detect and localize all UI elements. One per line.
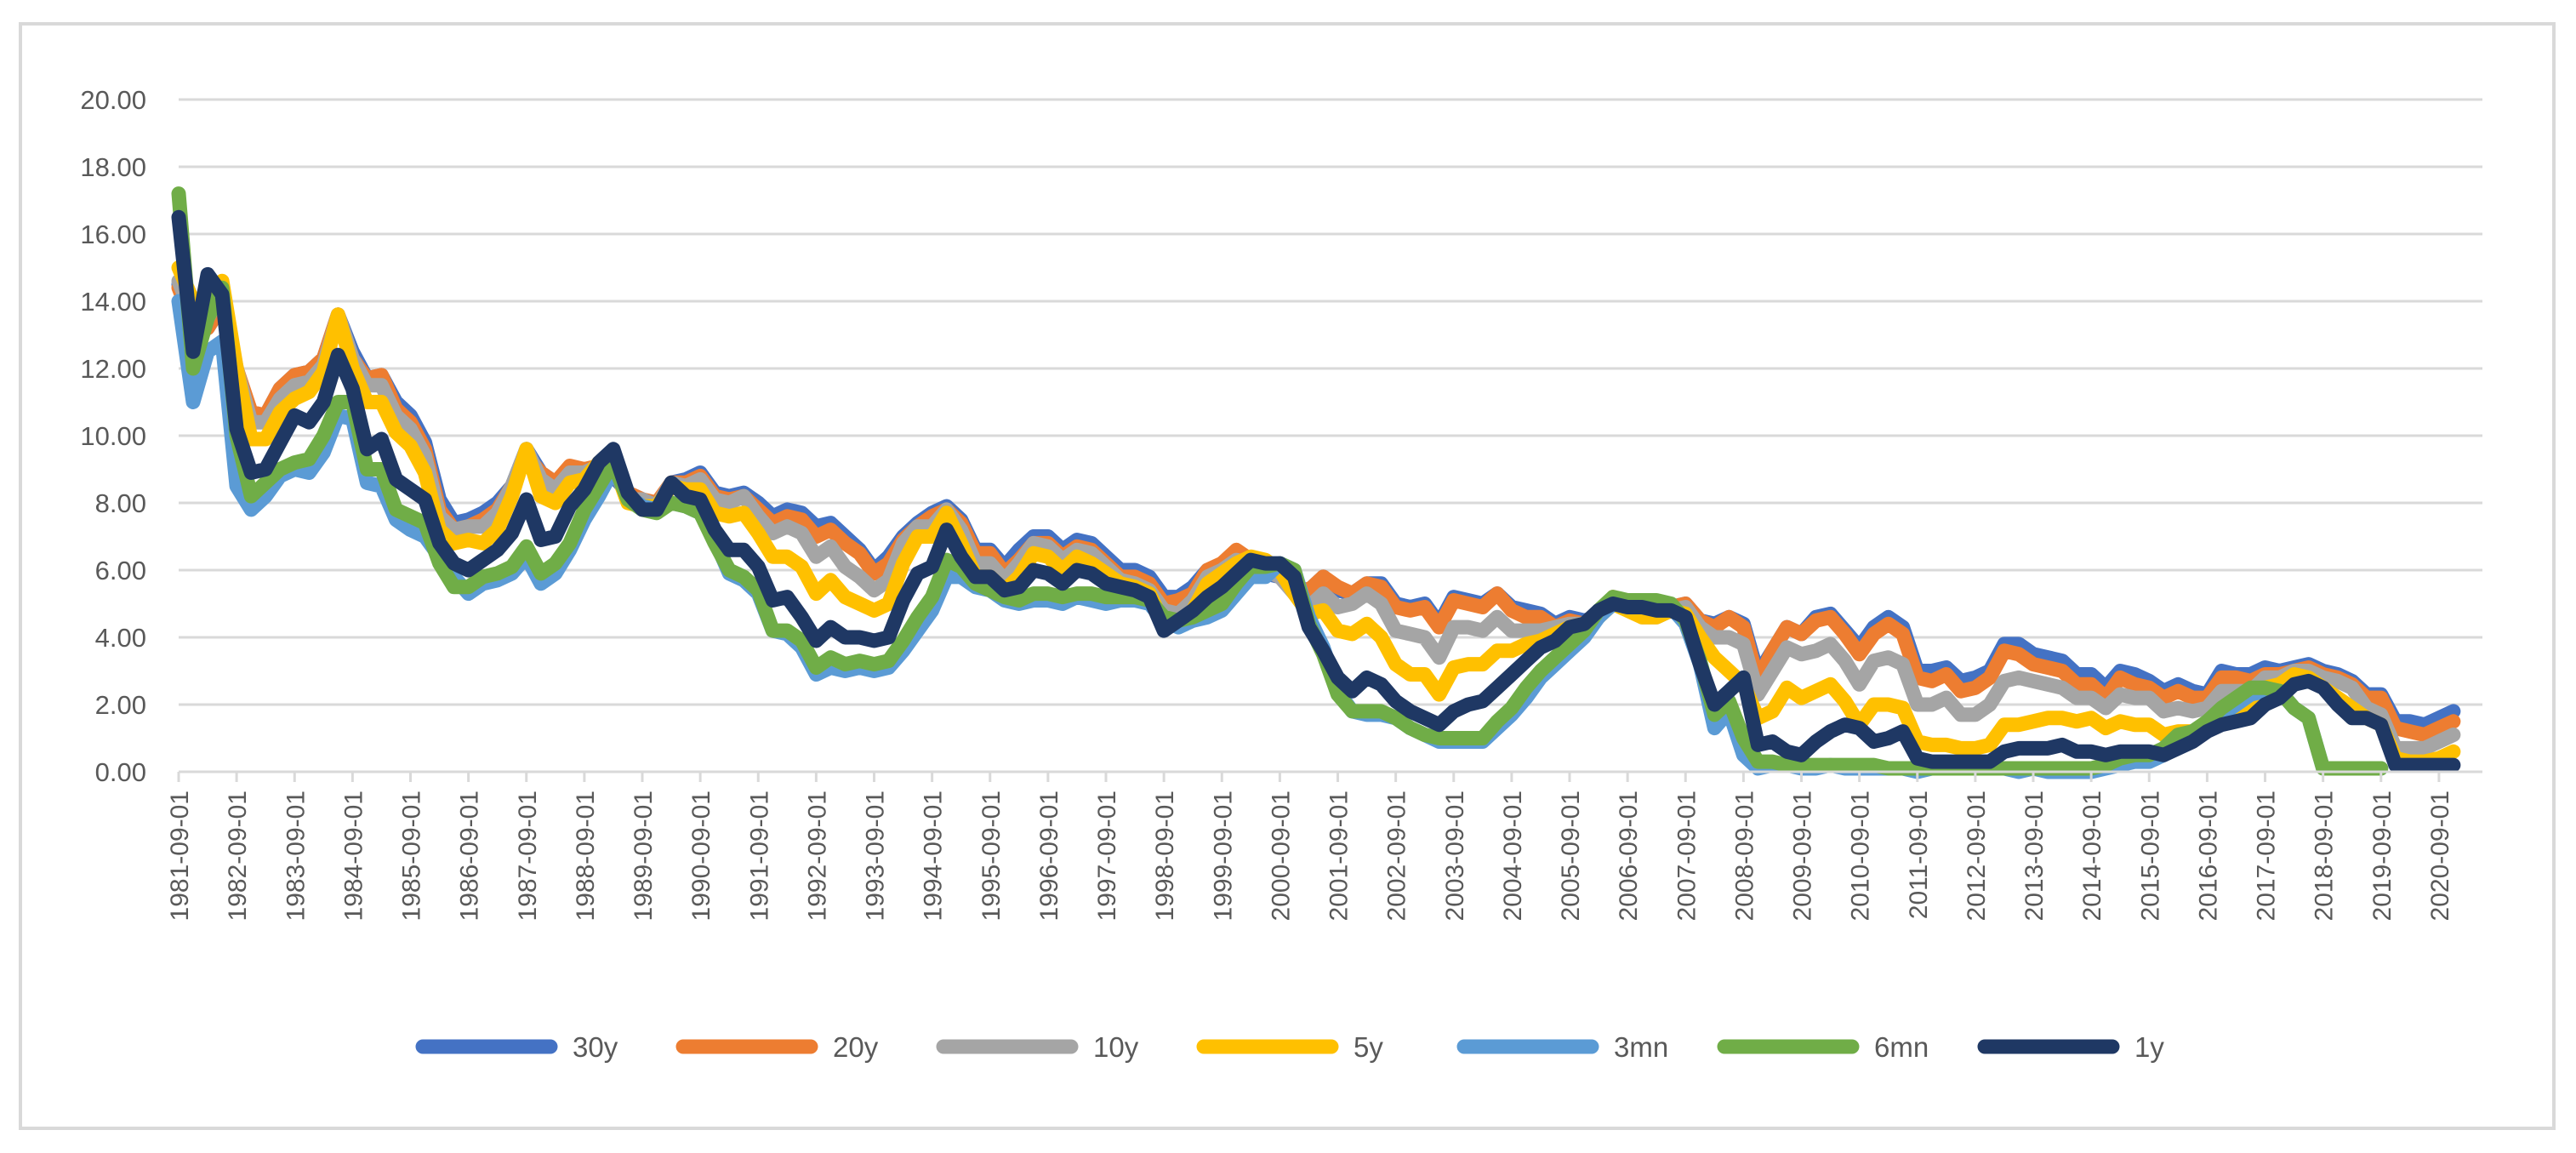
y-tick-label: 10.00 (80, 421, 146, 451)
x-tick-label: 2018-09-01 (2311, 791, 2339, 921)
series-line-10y (171, 273, 2461, 756)
x-tick-label: 1990-09-01 (687, 791, 715, 921)
x-tick-label: 2006-09-01 (1615, 791, 1643, 921)
y-tick-label: 8.00 (95, 488, 146, 518)
x-tick-label: 2000-09-01 (1267, 791, 1295, 921)
x-tick-label: 1983-09-01 (282, 791, 310, 921)
x-tick-label: 2014-09-01 (2078, 791, 2106, 921)
x-tick-label: 1982-09-01 (224, 791, 252, 921)
legend-label-5y: 5y (1354, 1031, 1383, 1063)
x-tick-label: 1987-09-01 (514, 791, 542, 921)
x-tick-label: 2016-09-01 (2194, 791, 2222, 921)
x-tick-label: 2005-09-01 (1557, 791, 1585, 921)
x-tick-label: 1984-09-01 (339, 791, 368, 921)
x-tick-label: 2009-09-01 (1789, 791, 1817, 921)
y-tick-label: 14.00 (80, 287, 146, 317)
y-axis-tick-labels: 0.00 2.00 4.00 6.00 8.00 10.00 12.00 14.00 16.00… (80, 85, 146, 787)
x-tick-label: 1992-09-01 (803, 791, 831, 921)
x-tick-label: 1994-09-01 (920, 791, 948, 921)
x-tick-label: 2011-09-01 (1905, 791, 1933, 919)
x-tick-label: 2020-09-01 (2426, 791, 2454, 921)
x-tick-label: 2013-09-01 (2020, 791, 2049, 921)
x-axis-tick-labels: 1981-09-01 1982-09-01 1983-09-01 1984-09-01… (166, 791, 2454, 921)
y-tick-label: 0.00 (95, 757, 146, 787)
x-tick-label: 2003-09-01 (1441, 791, 1469, 921)
legend-label-30y: 30y (573, 1031, 618, 1063)
x-tick-label: 1993-09-01 (862, 791, 890, 921)
y-tick-label: 2.00 (95, 690, 146, 720)
y-tick-label: 20.00 (80, 85, 146, 115)
x-tick-label: 2017-09-01 (2253, 791, 2281, 921)
x-tick-label: 2001-09-01 (1325, 791, 1354, 921)
x-tick-label: 1981-09-01 (166, 791, 194, 921)
x-tick-label: 2015-09-01 (2136, 791, 2164, 921)
legend-label-3mn: 3mn (1614, 1031, 1668, 1063)
y-tick-label: 18.00 (80, 152, 146, 182)
series-line-1y (171, 209, 2461, 773)
x-tick-label: 1999-09-01 (1209, 791, 1237, 921)
y-tick-label: 6.00 (95, 556, 146, 585)
y-tick-label: 12.00 (80, 354, 146, 384)
y-tick-label: 16.00 (80, 220, 146, 249)
x-tick-label: 1995-09-01 (977, 791, 1006, 921)
x-tick-label: 2012-09-01 (1963, 791, 1991, 921)
y-tick-label: 4.00 (95, 623, 146, 653)
x-tick-label: 1986-09-01 (456, 791, 484, 921)
x-tick-label: 1996-09-01 (1035, 791, 1063, 921)
legend: 30y 20y 10y 5y 3mn 6mn 1y (415, 1031, 2164, 1063)
x-tick-label: 2002-09-01 (1383, 791, 1411, 921)
x-tick-label: 1997-09-01 (1093, 791, 1121, 921)
legend-label-10y: 10y (1093, 1031, 1139, 1063)
x-tick-label: 1988-09-01 (572, 791, 600, 921)
x-tick-label: 1985-09-01 (398, 791, 426, 921)
legend-label-6mn: 6mn (1874, 1031, 1929, 1063)
x-tick-label: 2004-09-01 (1499, 791, 1527, 921)
x-tick-label: 2008-09-01 (1730, 791, 1758, 921)
x-tick-label: 1998-09-01 (1151, 791, 1179, 921)
x-tick-label: 1989-09-01 (630, 791, 658, 921)
series-line-5y (171, 260, 2461, 769)
x-tick-label: 2007-09-01 (1673, 791, 1701, 921)
legend-label-1y: 1y (2134, 1031, 2164, 1063)
legend-label-20y: 20y (833, 1031, 879, 1063)
x-tick-label: 2010-09-01 (1847, 791, 1875, 921)
series-lines (171, 186, 2461, 779)
x-axis (177, 770, 2482, 782)
x-tick-label: 2019-09-01 (2368, 791, 2396, 921)
x-tick-label: 1991-09-01 (745, 791, 773, 921)
